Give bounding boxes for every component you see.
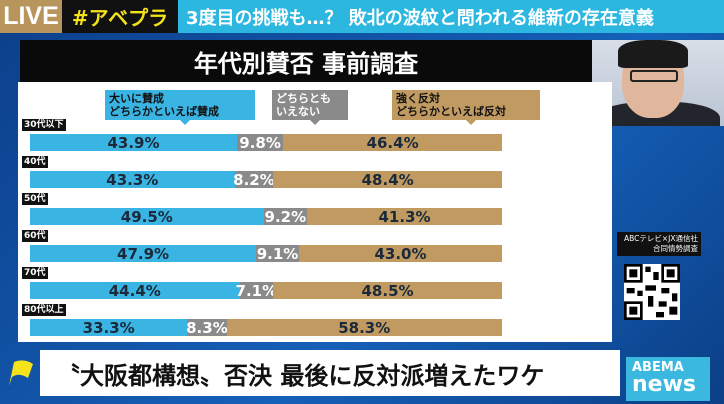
- top-bar: LIVE #アベプラ 3度目の挑戦も…？ 敗北の波紋と問われる維新の存在意義: [0, 0, 724, 33]
- flag-icon: [9, 360, 33, 386]
- bar-segment: 41.3%: [307, 208, 502, 226]
- headline: 3度目の挑戦も…？ 敗北の波紋と問われる維新の存在意義: [178, 0, 724, 33]
- hashtag: #アベプラ: [62, 0, 178, 33]
- bar-segment: 33.3%: [30, 319, 188, 337]
- bar-segment: 58.3%: [226, 319, 502, 337]
- bar-segment: 48.4%: [273, 171, 502, 189]
- presenter-video: [592, 40, 724, 126]
- chart-title: 年代別賛否 事前調査: [20, 40, 592, 82]
- qr-code-icon: [624, 264, 680, 320]
- bar-segment: 48.5%: [273, 282, 502, 300]
- bar-segment: 43.0%: [299, 245, 502, 263]
- source-label: ABCテレビ×JX通信社 合同情勢調査: [617, 232, 701, 256]
- row-label: 30代以下: [22, 119, 66, 131]
- live-badge: LIVE: [0, 0, 62, 33]
- bar-segment: 49.5%: [30, 208, 264, 226]
- bar-segment: 44.4%: [30, 282, 240, 300]
- row-label: 80代以上: [22, 304, 66, 316]
- legend-item: 大いに賛成 どちらかといえば賛成: [105, 90, 255, 125]
- bar-segment: 9.2%: [263, 207, 308, 226]
- row-label: 40代: [22, 156, 48, 168]
- legend-item: 強く反対 どちらかといえば反対: [392, 90, 540, 125]
- bar-segment: 47.9%: [30, 245, 257, 263]
- bar-segment: 43.3%: [30, 171, 235, 189]
- bar-segment: 8.2%: [233, 170, 275, 189]
- row-label: 70代: [22, 267, 48, 279]
- bar-segment: 7.1%: [235, 281, 278, 300]
- bar-segment: 43.9%: [30, 134, 237, 152]
- abema-news-logo: ABEMA news: [626, 357, 710, 401]
- caption: 〝大阪都構想〟否決 最後に反対派増えたワケ: [40, 350, 620, 396]
- bar-segment: 46.4%: [283, 134, 502, 152]
- row-label: 50代: [22, 193, 48, 205]
- bar-segment: 9.8%: [237, 134, 284, 152]
- bar-segment: 9.1%: [256, 244, 300, 263]
- row-label: 60代: [22, 230, 48, 242]
- legend-item: どちらとも いえない: [272, 90, 348, 125]
- bar-segment: 8.3%: [186, 318, 228, 337]
